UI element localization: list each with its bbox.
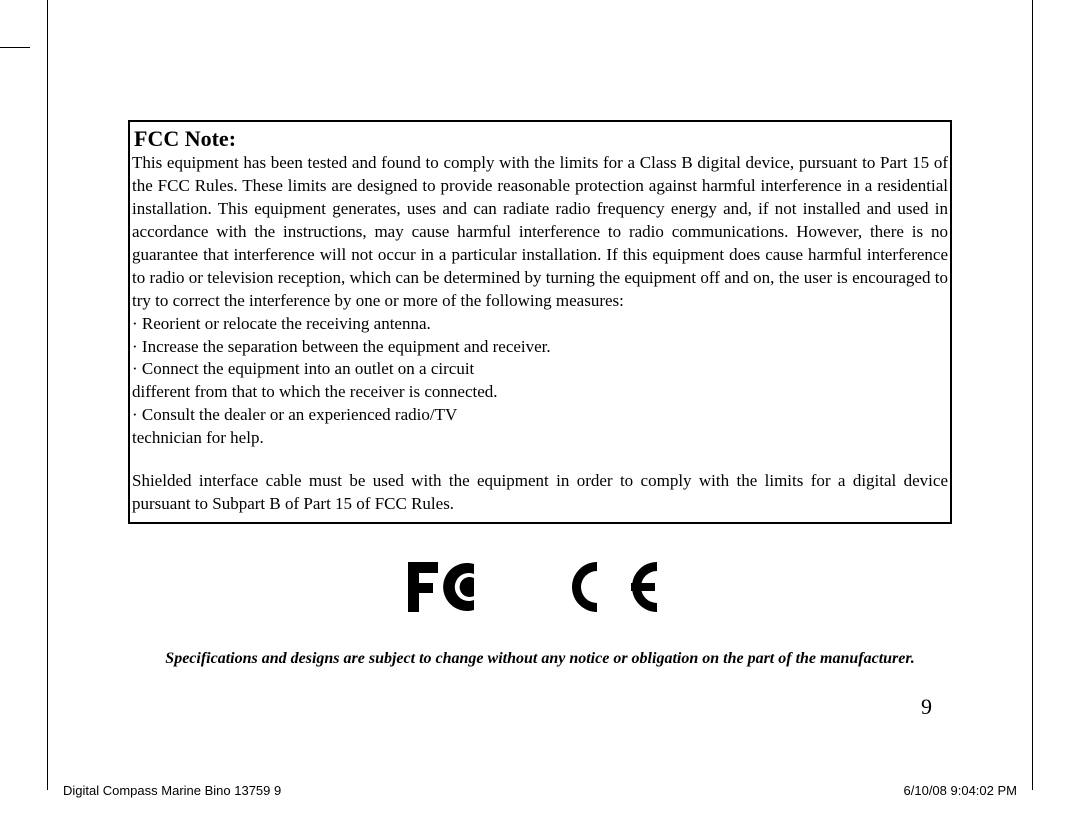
page-frame: FCC Note: This equipment has been tested… xyxy=(48,0,1032,813)
fcc-note-body: This equipment has been tested and found… xyxy=(132,152,948,516)
crop-mark-top xyxy=(0,47,30,48)
certification-logos xyxy=(48,556,1032,618)
fcc-note-paragraph-2: Shielded interface cable must be used wi… xyxy=(132,470,948,516)
page-number: 9 xyxy=(921,694,932,720)
footer-right: 6/10/08 9:04:02 PM xyxy=(904,783,1017,798)
fcc-measure-line: technician for help. xyxy=(132,427,948,450)
fcc-measure-line: · Connect the equipment into an outlet o… xyxy=(132,358,948,381)
disclaimer-text: Specifications and designs are subject t… xyxy=(128,650,952,668)
fcc-note-paragraph-1: This equipment has been tested and found… xyxy=(132,152,948,313)
fcc-note-box: FCC Note: This equipment has been tested… xyxy=(128,120,952,524)
crop-mark-right xyxy=(1032,0,1033,790)
fcc-logo-icon xyxy=(406,556,516,618)
fcc-measure-line: · Reorient or relocate the receiving ant… xyxy=(132,313,948,336)
ce-logo-icon xyxy=(545,556,675,618)
fcc-measure-line: · Increase the separation between the eq… xyxy=(132,336,948,359)
fcc-note-heading: FCC Note: xyxy=(132,126,948,152)
fcc-measure-line: different from that to which the receive… xyxy=(132,381,948,404)
fcc-measures-list: · Reorient or relocate the receiving ant… xyxy=(132,313,948,451)
footer-left: Digital Compass Marine Bino 13759 9 xyxy=(63,783,281,798)
fcc-measure-line: · Consult the dealer or an experienced r… xyxy=(132,404,948,427)
paragraph-gap xyxy=(132,450,948,470)
